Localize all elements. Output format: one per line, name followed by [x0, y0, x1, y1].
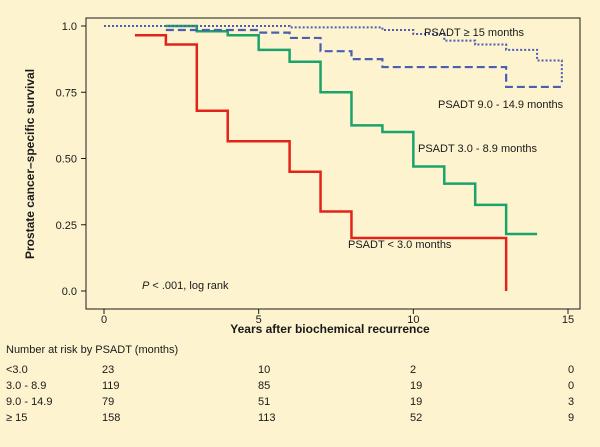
label-psadt-3-89: PSADT 3.0 - 8.9 months [418, 143, 538, 155]
series-group [104, 24, 563, 291]
risk-group: 3.0 - 8.9 [6, 380, 47, 392]
risk-value: 2 [410, 364, 417, 376]
axis-ticks: 0 5 10 15 0.0 0.25 0.50 0.75 1.0 [56, 21, 575, 326]
risk-value: 158 [102, 412, 121, 424]
x-tick-label: 0 [101, 314, 107, 326]
risk-value: 85 [258, 380, 271, 392]
risk-value: 23 [102, 364, 115, 376]
risk-value: 119 [102, 380, 120, 392]
x-tick-label: 10 [407, 314, 419, 326]
risk-value: 113 [258, 412, 276, 424]
label-psadt-9-149: PSADT 9.0 - 14.9 months [438, 99, 564, 111]
y-axis-title: Prostate cancer–specific survival [23, 69, 37, 259]
risk-group: <3.0 [6, 364, 28, 376]
x-tick-label: 5 [256, 314, 262, 326]
y-tick-label: 0.25 [56, 220, 77, 232]
risk-row-3-89: 3.0 - 8.9 119 85 19 0 [6, 380, 596, 394]
risk-row-9-149: 9.0 - 14.9 79 51 19 3 [6, 396, 596, 410]
risk-table-title: Number at risk by PSADT (months) [6, 344, 179, 356]
risk-value: 19 [410, 380, 423, 392]
plot-area [85, 17, 581, 310]
risk-group: 9.0 - 14.9 [6, 396, 53, 408]
label-psadt-ge15: PSADT ≥ 15 months [424, 27, 524, 39]
risk-value: 10 [258, 364, 271, 376]
series-line-0 [134, 34, 508, 291]
y-tick-label: 0.0 [62, 286, 77, 298]
p-symbol: P [142, 280, 150, 292]
x-axis-title: Years after biochemical recurrence [230, 322, 430, 336]
x-tick-label: 15 [562, 314, 574, 326]
y-tick-label: 1.0 [62, 21, 77, 33]
series-line-3 [104, 25, 563, 85]
p-value-annotation: P < .001, log rank [142, 280, 229, 292]
y-tick-label: 0.50 [56, 154, 77, 166]
series-line-2 [165, 28, 562, 89]
risk-value: 52 [410, 412, 423, 424]
label-psadt-lt3: PSADT < 3.0 months [348, 239, 452, 251]
risk-value: 3 [568, 396, 575, 408]
risk-value: 0 [568, 380, 575, 392]
p-value-text: < .001, log rank [149, 280, 229, 292]
risk-value: 19 [410, 396, 423, 408]
risk-row-ge15: ≥ 15 158 113 52 9 [6, 412, 596, 426]
risk-value: 0 [568, 364, 575, 376]
y-tick-label: 0.75 [56, 87, 77, 99]
risk-row-lt3: <3.0 23 10 2 0 [6, 364, 596, 378]
risk-value: 51 [258, 396, 271, 408]
series-line-1 [165, 24, 538, 236]
risk-value: 9 [568, 412, 575, 424]
risk-group: ≥ 15 [6, 412, 28, 424]
risk-value: 79 [102, 396, 115, 408]
survival-chart: 0 5 10 15 0.0 0.25 0.50 0.75 1.0 Prostate cancer… [23, 17, 581, 336]
